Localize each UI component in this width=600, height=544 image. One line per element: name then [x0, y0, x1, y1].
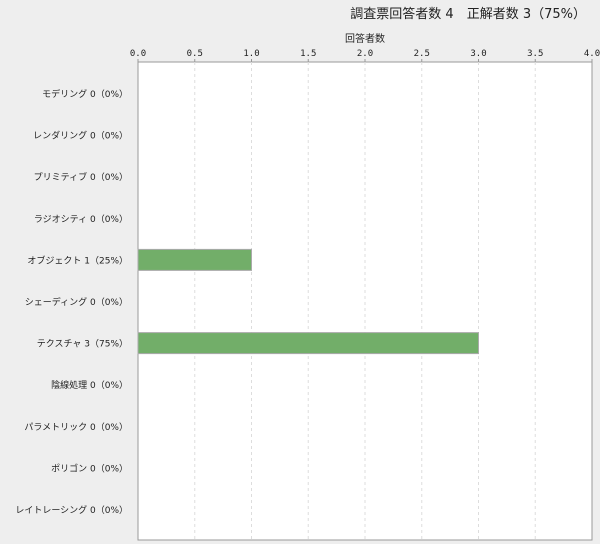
x-tick-label: 2.5	[414, 49, 430, 59]
category-label: ラジオシティ 0（0%）	[34, 214, 128, 225]
category-label: モデリング 0（0%）	[42, 88, 128, 100]
x-tick-label: 1.0	[243, 49, 259, 59]
x-tick-label: 0.5	[187, 49, 203, 59]
x-axis-label: 回答者数	[345, 32, 385, 45]
category-label: ポリゴン 0（0%）	[51, 462, 128, 474]
category-label: 陰線処理 0（0%）	[51, 379, 128, 391]
category-label: レンダリング 0（0%）	[33, 130, 128, 142]
category-label: パラメトリック 0（0%）	[24, 422, 128, 433]
x-tick-label: 2.0	[357, 49, 373, 59]
x-tick-label: 4.0	[584, 49, 600, 59]
x-tick-label: 3.0	[470, 49, 486, 59]
bar	[137, 248, 252, 271]
chart-title: 調査票回答者数 4 正解者数 3（75%）	[350, 6, 586, 22]
category-label: オブジェクト 1（25%）	[27, 254, 128, 266]
x-tick-label: 1.5	[300, 49, 316, 59]
x-tick-label: 3.5	[527, 49, 543, 59]
category-label: テクスチャ 3（75%）	[37, 339, 128, 350]
x-tick-label: 0.0	[130, 49, 146, 59]
plot-area	[137, 61, 593, 541]
bar	[137, 332, 479, 355]
category-label: シェーディング 0（0%）	[25, 296, 128, 308]
category-label: レイトレーシング 0（0%）	[15, 504, 128, 516]
category-label: プリミティブ 0（0%）	[34, 171, 128, 183]
